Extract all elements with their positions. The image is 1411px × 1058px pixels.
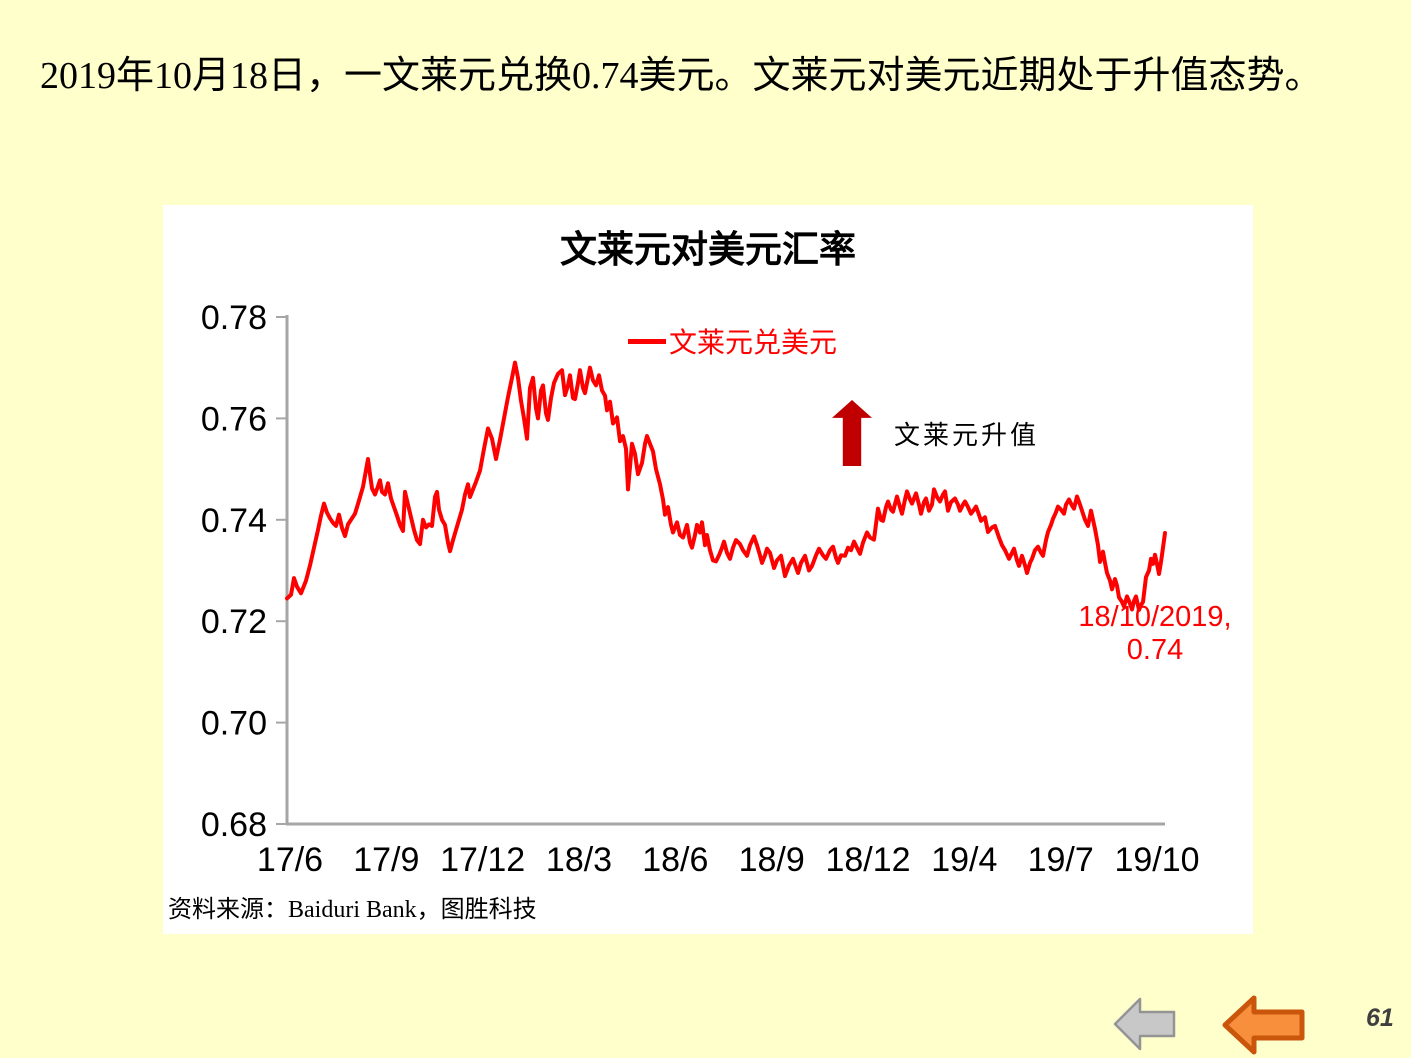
previous-slide-orange-arrow-icon[interactable]: [1221, 994, 1307, 1056]
y-tick-label: 0.72: [201, 603, 267, 641]
x-tick-label: 18/12: [825, 841, 910, 879]
latest-point-annotation: 18/10/2019, 0.74: [1060, 601, 1250, 668]
y-tick-label: 0.76: [201, 400, 267, 438]
y-tick-label: 0.68: [201, 806, 267, 844]
exchange-rate-line: [285, 360, 1167, 612]
legend-line-swatch: [628, 338, 666, 344]
x-tick-label: 18/3: [546, 841, 612, 879]
slide-title: 2019年10月18日，一文莱元兑换0.74美元。文莱元对美元近期处于升值态势。: [40, 55, 1323, 97]
y-tick-label: 0.74: [201, 502, 267, 540]
chart-panel: 文莱元对美元汇率 文莱元兑美元 0.78 0.76 0.74 0.72 0.70 0.68…: [163, 205, 1253, 934]
x-tick-label: 19/7: [1028, 841, 1094, 879]
source-note: 资料来源：Baiduri Bank，图胜科技: [168, 897, 537, 923]
x-tick-label: 17/9: [353, 841, 419, 879]
y-tick-label: 0.70: [201, 705, 267, 743]
previous-slide-gray-arrow-icon[interactable]: [1113, 996, 1177, 1054]
x-tick-label: 18/9: [739, 841, 805, 879]
latest-point-value: 0.74: [1126, 634, 1184, 667]
appreciation-label: 文莱元升值: [894, 421, 1040, 450]
y-tick-label: 0.78: [201, 299, 267, 337]
latest-point-date: 18/10/2019,: [1078, 601, 1232, 633]
legend-label: 文莱元兑美元: [669, 328, 838, 359]
page-number: 61: [1366, 1004, 1394, 1032]
chart-legend: 文莱元兑美元: [628, 321, 837, 361]
x-tick-label: 19/10: [1114, 841, 1199, 879]
x-tick-label: 17/12: [440, 841, 525, 879]
chart-title: 文莱元对美元汇率: [560, 230, 856, 271]
x-tick-label: 19/4: [931, 841, 997, 879]
x-tick-label: 17/6: [257, 841, 323, 879]
x-tick-label: 18/6: [642, 841, 708, 879]
